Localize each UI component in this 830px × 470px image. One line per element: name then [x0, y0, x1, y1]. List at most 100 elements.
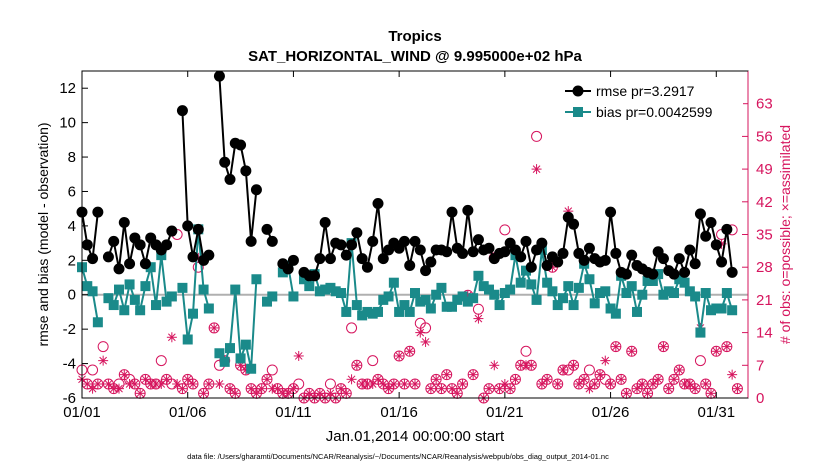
legend: rmse pr=3.2917 bias pr=0.0042599 — [557, 78, 743, 124]
rmse-point — [113, 263, 125, 275]
y-tick-label-left: -2 — [63, 321, 76, 338]
obs-assimilated-stroke — [691, 384, 699, 393]
bias-point — [277, 267, 288, 278]
y-axis-label-left: rmse and bias (model - observation) — [35, 122, 51, 346]
rmse-point — [182, 220, 194, 232]
obs-assimilated-marker — [653, 374, 664, 385]
obs-assimilated-stroke — [273, 384, 282, 393]
obs-assimilated-marker — [621, 388, 632, 399]
obs-possible-marker — [520, 345, 532, 357]
obs-assimilated-stroke — [210, 324, 218, 332]
bias-point — [621, 288, 632, 299]
obs-assimilated-marker — [558, 364, 568, 375]
axes: -6 -4 -2 0 2 4 6 8 10 12 0 7 14 21 28 35 42 49 56 63 01/01 01… — [59, 70, 773, 421]
y-tick-label-right: 56 — [756, 128, 773, 145]
rmse-point — [203, 249, 215, 261]
rmse-point — [124, 258, 136, 270]
x-tick-label: 01/26 — [592, 404, 630, 421]
rmse-point — [266, 235, 278, 247]
bias-point — [515, 277, 526, 288]
bias-point — [711, 303, 722, 314]
rmse-point — [700, 230, 712, 242]
obs-assimilated-stroke — [675, 366, 684, 374]
rmse-point — [261, 223, 273, 235]
obs-assimilated-marker — [378, 378, 389, 389]
rmse-point — [319, 216, 331, 228]
y-tick-label-right: 28 — [756, 259, 773, 276]
rmse-point — [235, 139, 247, 151]
rmse-point — [441, 246, 453, 258]
obs-assimilated-marker — [404, 346, 415, 357]
bias-point — [600, 286, 611, 297]
obs-assimilated-stroke — [485, 384, 493, 393]
obs-assimilated-marker — [394, 350, 405, 361]
bias-point — [304, 281, 315, 292]
obs-assimilated-stroke — [712, 347, 721, 356]
obs-assimilated-stroke — [183, 375, 192, 384]
bias-point — [219, 356, 230, 367]
bias-point — [706, 305, 716, 316]
rmse-point — [314, 253, 326, 265]
bias-point — [108, 300, 119, 311]
bias-point — [320, 284, 331, 295]
rmse-point — [108, 235, 120, 247]
obs-assimilated-stroke — [199, 389, 208, 398]
bias-point — [663, 286, 674, 297]
obs-assimilated-stroke — [733, 384, 742, 393]
rmse-point — [414, 244, 426, 256]
bias-point — [161, 296, 172, 307]
rmse-point — [420, 265, 432, 277]
bias-point — [119, 305, 130, 316]
obs-assimilated-stroke — [353, 361, 361, 370]
obs-assimilated-stroke — [231, 389, 240, 398]
obs-assimilated-stroke — [305, 389, 314, 398]
obs-assimilated-stroke — [342, 389, 351, 398]
bias-point — [605, 303, 616, 314]
obs-assimilated-marker — [262, 374, 272, 385]
obs-assimilated-marker — [610, 341, 621, 352]
rmse-point — [361, 261, 373, 273]
obs-assimilated-stroke — [723, 342, 731, 351]
obs-assimilated-stroke — [664, 384, 673, 393]
y-tick-label-left: -4 — [63, 356, 76, 373]
bias-point — [420, 294, 431, 305]
y-tick-label-right: 49 — [756, 161, 773, 178]
obs-assimilated-marker — [674, 364, 685, 375]
obs-possible-marker — [155, 355, 167, 367]
obs-assimilated-marker — [484, 383, 494, 394]
obs-assimilated-stroke — [390, 380, 398, 388]
obs-assimilated-stroke — [654, 375, 662, 384]
y-tick-label-left: 0 — [68, 287, 76, 304]
obs-assimilated-stroke — [247, 384, 255, 393]
bias-point — [388, 277, 399, 288]
rmse-point — [578, 254, 590, 266]
obs-assimilated-marker — [114, 383, 124, 394]
obs-assimilated-stroke — [707, 389, 715, 398]
bias-point — [373, 306, 383, 317]
obs-assimilated-marker — [732, 383, 743, 394]
obs-assimilated-stroke — [427, 384, 435, 393]
legend-bias-label: bias pr=0.0042599 — [596, 104, 713, 120]
rmse-point — [684, 244, 696, 256]
obs-assimilated-marker — [119, 369, 130, 380]
obs-assimilated-stroke — [437, 384, 446, 393]
rmse-point — [409, 235, 421, 247]
rmse-point — [250, 184, 262, 196]
obs-possible-marker — [367, 355, 379, 367]
obs-assimilated-marker — [214, 378, 225, 389]
bias-point — [314, 286, 325, 297]
rmse-point — [705, 216, 717, 228]
rmse-point — [710, 239, 722, 251]
obs-assimilated-marker — [103, 378, 114, 389]
obs-assimilated-stroke — [612, 342, 620, 351]
obs-assimilated-marker — [690, 383, 701, 394]
obs-assimilated-marker — [552, 378, 563, 389]
bias-point — [378, 294, 389, 305]
obs-assimilated-marker — [489, 360, 500, 371]
y-tick-label-right: 0 — [756, 390, 764, 407]
rmse-point — [309, 270, 321, 282]
obs-assimilated-stroke — [115, 384, 123, 393]
data-file-footnote: data file: /Users/gharamti/Documents/NCA… — [187, 452, 609, 461]
rmse-point — [689, 258, 701, 270]
